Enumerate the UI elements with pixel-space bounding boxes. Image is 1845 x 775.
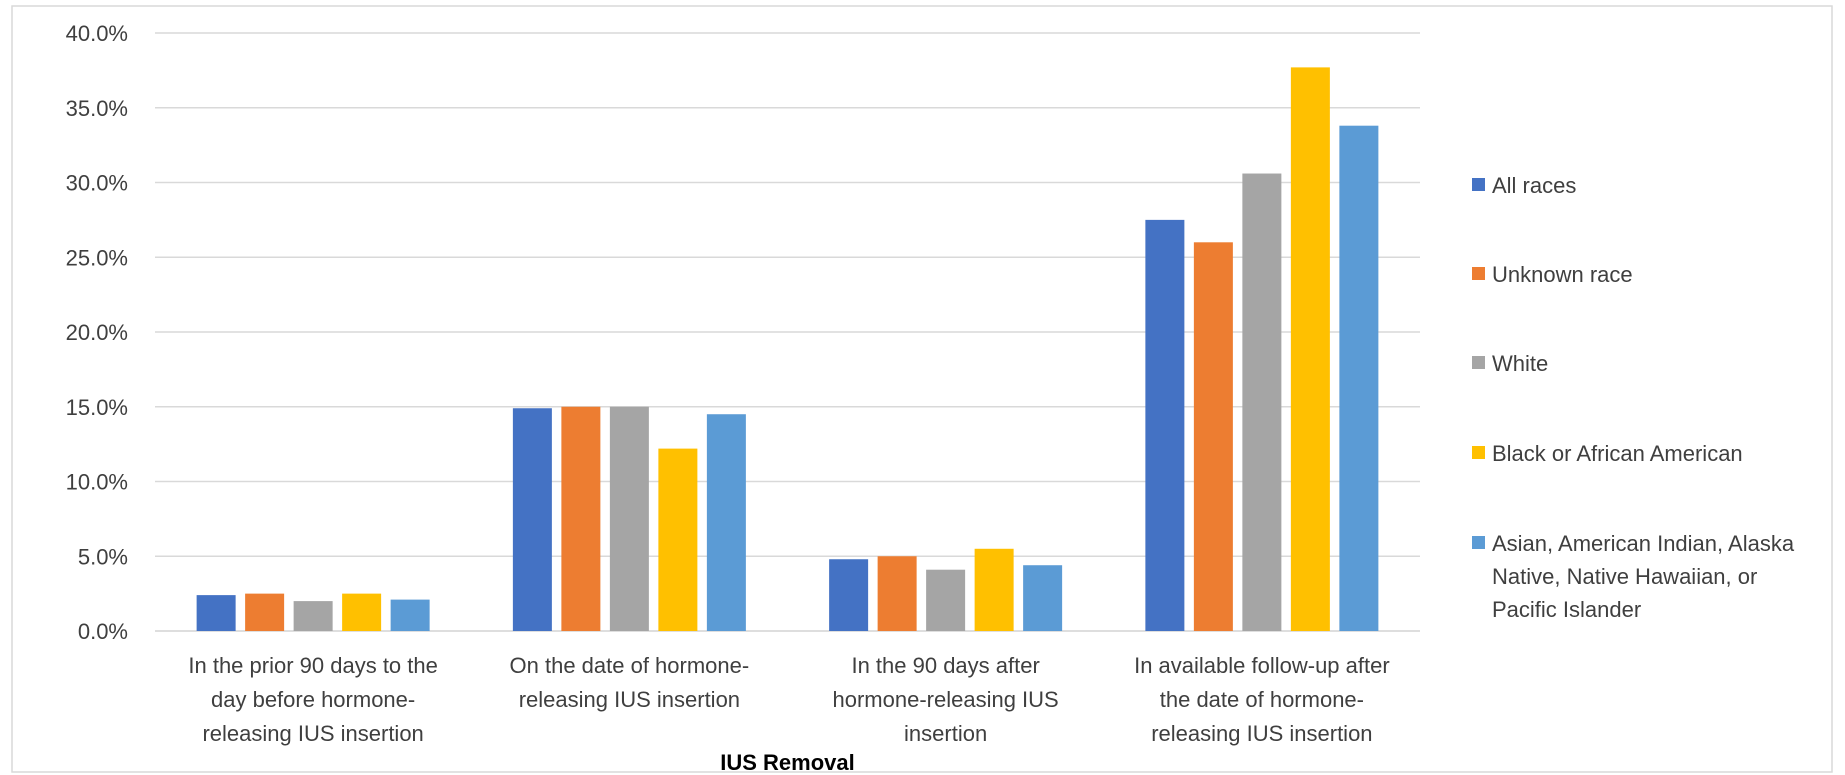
x-category-label-line: On the date of hormone- [510,653,750,678]
y-tick-label: 15.0% [66,395,128,420]
legend-label-line: All races [1492,173,1576,198]
legend: All races Unknown race White Black or Afric… [1472,173,1795,622]
y-tick-label: 5.0% [78,544,128,569]
bar [1290,67,1330,631]
bar [877,556,917,631]
y-tick-label: 0.0% [78,619,128,644]
bar [974,548,1014,631]
x-axis: In the prior 90 days to the day before ho… [188,653,1389,746]
legend-label: Asian, American Indian, Alaska Native, Na… [1492,531,1795,622]
legend-label-line: Native, Native Hawaiian, or [1492,564,1757,589]
x-category-label: On the date of hormone-releasing IUS ins… [510,653,750,712]
y-tick-label: 35.0% [66,96,128,121]
bar [658,448,698,631]
x-category-label-line: In available follow-up after [1134,653,1390,678]
y-tick-label: 25.0% [66,245,128,270]
legend-swatch [1472,446,1485,459]
legend-swatch [1472,356,1485,369]
legend-label: White [1492,351,1548,376]
bar [609,406,649,631]
bar [293,601,333,631]
bar [245,593,285,631]
bar [706,414,746,631]
legend-label-line: White [1492,351,1548,376]
legend-swatch [1472,178,1485,191]
bar [1339,125,1379,631]
x-category-label-line: the date of hormone- [1160,687,1364,712]
x-category-label-line: releasing IUS insertion [202,721,423,746]
legend-swatch [1472,536,1485,549]
legend-label-line: Pacific Islander [1492,597,1641,622]
legend-label-line: Unknown race [1492,262,1633,287]
x-axis-title: IUS Removal [720,750,855,775]
x-category-label: In the 90 days after hormone-releasing IU… [833,653,1059,746]
y-tick-label: 10.0% [66,470,128,495]
bar [390,599,430,631]
bar [1023,565,1063,631]
x-category-label-line: hormone-releasing IUS [833,687,1059,712]
bars [196,67,1379,632]
bar [196,595,236,631]
y-tick-label: 40.0% [66,21,128,46]
y-tick-label: 20.0% [66,320,128,345]
bar [1242,173,1282,631]
x-category-label: In the prior 90 days to the day before ho… [188,653,438,746]
legend-swatch [1472,267,1485,280]
bar [926,569,966,631]
legend-label: Unknown race [1492,262,1633,287]
bar [1145,219,1185,631]
chart-frame [11,5,1833,773]
legend-label: All races [1492,173,1576,198]
bar [1193,242,1233,632]
x-category-label-line: insertion [904,721,987,746]
legend-label: Black or African American [1492,441,1743,466]
legend-label-line: Black or African American [1492,441,1743,466]
bar [512,408,552,631]
x-category-label-line: releasing IUS insertion [519,687,740,712]
x-category-label-line: In the prior 90 days to the [188,653,438,678]
x-category-label: In available follow-up after the date of … [1134,653,1390,746]
legend-label-line: Asian, American Indian, Alaska [1492,531,1795,556]
x-category-label-line: In the 90 days after [851,653,1039,678]
x-category-label-line: releasing IUS insertion [1151,721,1372,746]
bar [342,593,382,631]
y-axis: 0.0% 5.0% 10.0% 15.0% 20.0% 25.0% 30.0% 35.0% 40… [66,21,128,644]
bar [829,559,869,631]
bar [561,406,601,631]
x-category-label-line: day before hormone- [211,687,415,712]
y-tick-label: 30.0% [66,171,128,196]
